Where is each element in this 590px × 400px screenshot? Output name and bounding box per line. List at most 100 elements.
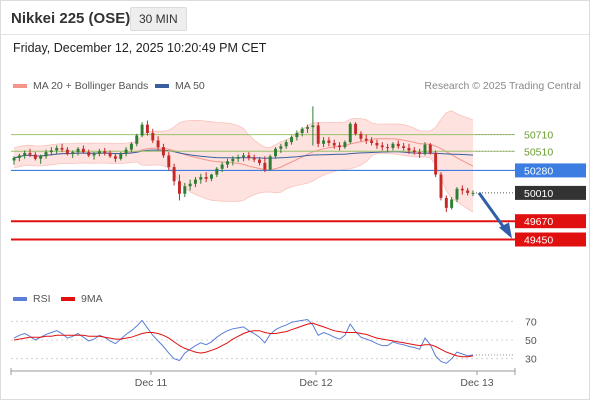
candle	[242, 152, 245, 162]
candle-body	[220, 164, 224, 169]
candle	[151, 128, 155, 143]
candle	[204, 172, 208, 183]
candle	[236, 154, 240, 163]
candle	[140, 122, 144, 138]
candle-body	[124, 149, 128, 154]
candle	[17, 153, 21, 162]
candle-body	[316, 125, 320, 144]
candle	[359, 131, 363, 142]
x-tick-label: Dec 11	[135, 377, 168, 389]
candle	[316, 122, 320, 148]
candle	[220, 162, 224, 173]
candle-body	[364, 138, 368, 141]
candle	[177, 174, 181, 201]
candle-body	[188, 183, 192, 187]
candle-body	[226, 161, 229, 165]
legend-swatch-rsi	[13, 297, 27, 301]
candle	[183, 182, 187, 198]
level-resistance-0: 50710	[11, 130, 553, 142]
candle-body	[375, 142, 379, 146]
candle	[33, 152, 37, 161]
bollinger-upper-line	[13, 110, 474, 149]
bollinger-band	[14, 110, 473, 212]
candle	[471, 190, 475, 197]
candle-body	[81, 148, 85, 153]
candle-body	[60, 147, 64, 150]
candle-body	[279, 146, 283, 149]
candle	[97, 148, 101, 157]
candle	[92, 152, 96, 160]
candle	[28, 148, 32, 158]
candle-body	[423, 144, 427, 154]
candle-body	[402, 146, 406, 148]
candle-body	[151, 132, 155, 141]
candle	[375, 139, 379, 149]
candle-body	[354, 123, 358, 134]
rsi-tick-label: 30	[525, 354, 537, 366]
candle	[402, 142, 406, 151]
candle-body	[439, 174, 443, 198]
candle	[113, 153, 117, 163]
last-price-tag	[515, 185, 586, 200]
level-support-4: 49450	[11, 232, 586, 247]
candle-body	[119, 153, 123, 159]
candle	[39, 154, 43, 164]
candle-body	[466, 190, 470, 193]
candle-body	[252, 157, 256, 160]
candle-body	[55, 147, 59, 151]
candle-body	[49, 150, 53, 153]
instrument-title: Nikkei 225 (OSE)	[11, 10, 131, 27]
support-label: 49450	[524, 235, 553, 247]
candle-body	[140, 124, 144, 136]
candle	[119, 152, 123, 161]
candle-body	[396, 143, 400, 147]
candle	[370, 137, 374, 146]
candle	[44, 149, 48, 159]
price-plot: 50710 50510 50280 49670 49450 50010	[11, 106, 586, 247]
candle-body	[33, 154, 37, 159]
candle-body	[204, 177, 208, 179]
legend-label-9ma: 9MA	[81, 293, 103, 305]
candle-body	[113, 156, 117, 159]
candle-body	[370, 140, 374, 143]
candle	[306, 124, 310, 133]
candle	[76, 147, 80, 156]
timeframe-button[interactable]: 30 MIN	[130, 7, 187, 31]
candle-body	[28, 152, 32, 155]
candle	[145, 120, 149, 136]
pivot-tag	[515, 163, 586, 178]
candle	[247, 152, 251, 161]
candle	[268, 154, 272, 171]
candle-body	[311, 125, 315, 128]
rsi-tick-label: 50	[525, 335, 537, 347]
candle	[364, 134, 368, 144]
last-price-label: 50010	[524, 188, 553, 200]
candle-body	[327, 140, 331, 143]
candle-body	[434, 152, 438, 175]
candle	[338, 142, 342, 151]
support-tag	[515, 214, 586, 229]
forecast-arrow-shaft	[477, 192, 508, 232]
candle	[226, 158, 229, 168]
candle	[460, 185, 464, 195]
candle	[108, 150, 112, 158]
candle	[322, 137, 326, 148]
candle	[252, 154, 256, 163]
candle	[311, 106, 315, 146]
candle-body	[172, 167, 176, 182]
candle-body	[145, 124, 149, 133]
candle-body	[418, 152, 422, 154]
candle	[279, 143, 283, 153]
candle	[161, 143, 165, 158]
pivot-label: 50280	[524, 165, 553, 177]
candle-body	[247, 155, 251, 158]
candle	[455, 187, 459, 203]
candle-body	[97, 151, 101, 154]
candle-body	[284, 142, 288, 147]
resistance-label: 50710	[524, 130, 553, 142]
candle-body	[300, 128, 304, 133]
level-pivot-2: 50280	[11, 163, 586, 178]
candle-body	[444, 197, 448, 208]
candle	[210, 173, 213, 182]
